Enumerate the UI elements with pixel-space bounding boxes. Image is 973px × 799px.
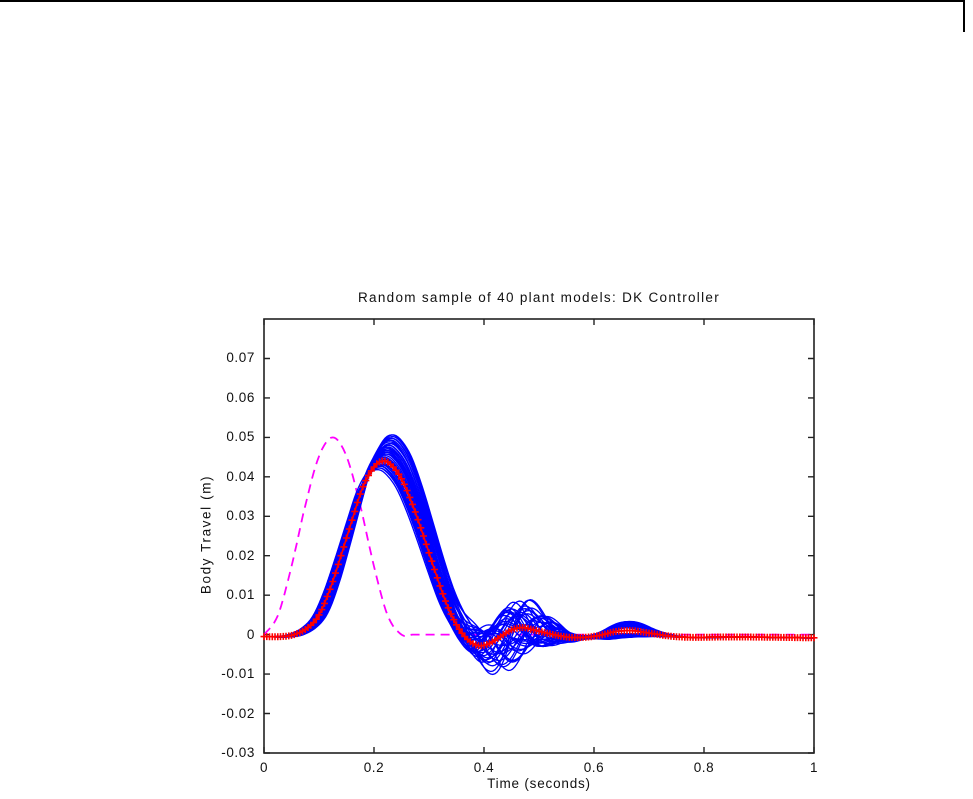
x-tick-label-1: 1 (809, 760, 819, 775)
y-tick-label--0.02: -0.02 (221, 705, 255, 721)
y-tick-label--0.01: -0.01 (221, 666, 255, 682)
page-frame-right-line (963, 0, 965, 32)
x-tick-label-0.6: 0.6 (583, 760, 605, 775)
y-tick-label-0.03: 0.03 (226, 508, 255, 524)
x-tick-label-0.8: 0.8 (693, 760, 715, 775)
x-tick-label-0.4: 0.4 (473, 760, 495, 775)
y-axis-label: Body Travel (m) (198, 474, 214, 595)
x-tick-label-0.2: 0.2 (363, 760, 385, 775)
x-axis-label: Time (seconds) (487, 776, 591, 791)
x-tick-label-0: 0 (259, 760, 269, 775)
y-tick-label-0.04: 0.04 (226, 468, 255, 484)
y-tick-label--0.03: -0.03 (221, 745, 255, 760)
axes-box (263, 318, 815, 754)
y-tick-label-0.02: 0.02 (226, 547, 255, 563)
y-tick-label-0.07: 0.07 (226, 350, 255, 366)
plant-sample-curve-27 (264, 467, 814, 654)
y-tick-label-0.06: 0.06 (226, 389, 255, 405)
y-tick-label-0: 0 (246, 626, 255, 642)
figure-title: Random sample of 40 plant models: DK Con… (358, 290, 720, 305)
y-tick-label-0.05: 0.05 (226, 429, 255, 445)
page-frame-top-line (0, 0, 965, 2)
y-tick-label-0.01: 0.01 (226, 587, 255, 603)
nominal-response-plus-markers (260, 457, 818, 650)
